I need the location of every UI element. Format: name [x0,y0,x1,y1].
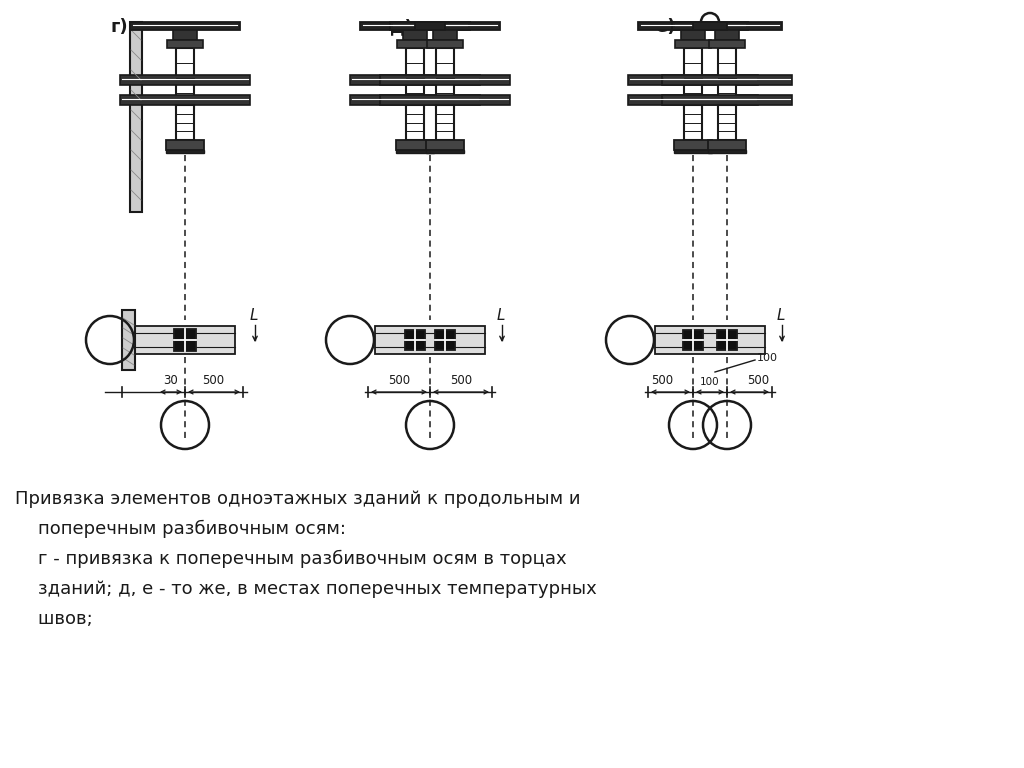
Bar [122,310,135,370]
Bar [436,105,454,140]
Text: L: L [250,307,258,323]
Bar [681,30,705,40]
Text: 500: 500 [202,374,224,387]
Bar [435,330,455,350]
Bar [684,105,702,140]
Bar [375,326,485,354]
Bar [415,22,445,30]
Bar [684,48,702,108]
Bar [675,40,711,48]
Bar [717,330,737,350]
Text: 500: 500 [450,374,472,387]
Text: Привязка элементов одноэтажных зданий к продольным и: Привязка элементов одноэтажных зданий к … [15,490,581,508]
Bar [628,95,758,105]
Bar [406,105,424,140]
Bar [693,22,727,30]
Bar [715,30,739,40]
Text: поперечным разбивочным осям:: поперечным разбивочным осям: [15,520,346,538]
Text: 500: 500 [651,374,673,387]
Text: г - привязка к поперечным разбивочным осям в торцах: г - привязка к поперечным разбивочным ос… [15,550,566,568]
Bar [674,150,712,153]
Bar [176,105,194,140]
Bar [396,140,434,150]
Text: 100: 100 [700,377,720,387]
Text: зданий; д, е - то же, в местах поперечных температурных: зданий; д, е - то же, в местах поперечны… [15,580,597,598]
Bar [406,48,424,108]
Bar [130,22,142,212]
Text: 500: 500 [746,374,769,387]
Text: г): г) [110,18,128,36]
Bar [397,40,433,48]
Bar [638,22,748,30]
Bar [350,95,480,105]
Bar [718,48,736,108]
Text: L: L [497,307,506,323]
Bar [176,48,194,108]
Bar [380,75,510,85]
Bar [360,22,470,30]
Bar [662,75,792,85]
Bar [167,40,203,48]
Bar [426,140,464,150]
Text: д): д) [390,18,413,36]
Bar [406,330,425,350]
Text: е): е) [655,18,676,36]
Bar [426,150,464,153]
Bar [130,22,240,30]
Bar [166,150,204,153]
Text: 100: 100 [757,353,778,363]
Text: 500: 500 [388,374,410,387]
Bar [708,150,746,153]
Bar [403,30,427,40]
Bar [166,140,204,150]
Bar [380,95,510,105]
Bar [433,30,457,40]
Bar [709,40,745,48]
Bar [672,22,782,30]
Text: L: L [777,307,785,323]
Bar [708,140,746,150]
Bar [436,48,454,108]
Bar [135,326,234,354]
Bar [120,75,250,85]
Bar [350,75,480,85]
Bar [674,140,712,150]
Bar [655,326,765,354]
Bar [174,329,196,351]
Text: 30: 30 [164,374,178,387]
Text: швов;: швов; [15,610,93,628]
Bar [396,150,434,153]
Bar [628,75,758,85]
Bar [683,330,703,350]
Bar [662,95,792,105]
Bar [427,40,463,48]
Bar [390,22,500,30]
Bar [718,105,736,140]
Bar [120,95,250,105]
Bar [173,30,197,40]
